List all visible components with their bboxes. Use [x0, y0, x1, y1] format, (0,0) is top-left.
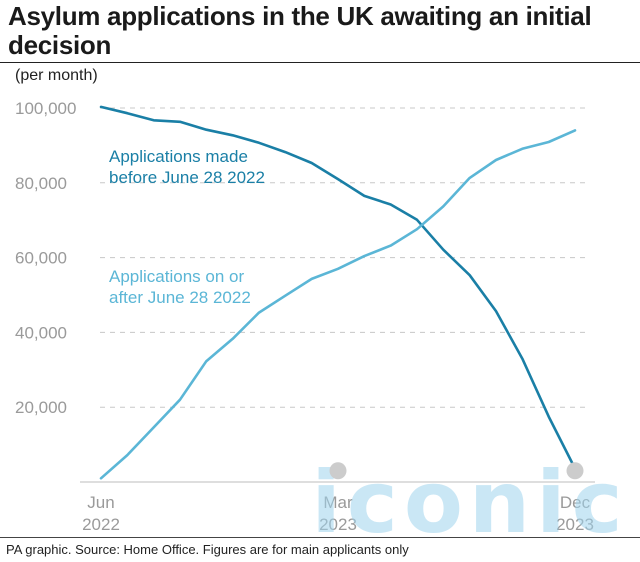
data-point: [388, 202, 393, 207]
y-tick-label: 100,000: [15, 99, 76, 118]
series-label: Applications made: [109, 147, 248, 166]
x-tick-label: Dec: [560, 493, 591, 512]
series-line-1: [99, 105, 577, 470]
data-point: [178, 397, 183, 402]
title-divider: [0, 62, 640, 63]
y-tick-label: 60,000: [15, 249, 67, 268]
data-point: [151, 118, 156, 123]
data-point: [520, 146, 525, 151]
x-tick-label: 2023: [556, 515, 594, 534]
data-point: [362, 254, 367, 259]
x-tick-labels: Jun 2022 Mar 2023 Dec 2023: [82, 493, 594, 534]
data-point: [415, 217, 420, 222]
data-point: [230, 336, 235, 341]
data-point: [204, 359, 209, 364]
data-point: [257, 140, 262, 145]
data-point: [336, 177, 341, 182]
x-tick-label: 2022: [82, 515, 120, 534]
series-line-2: [99, 129, 577, 480]
series-lines: [99, 104, 578, 481]
data-point: [415, 227, 420, 232]
data-point: [494, 309, 499, 314]
data-point: [467, 273, 472, 278]
data-point: [204, 127, 209, 132]
series-label: after June 28 2022: [109, 288, 251, 307]
data-point: [151, 425, 156, 430]
data-point: [283, 293, 288, 298]
data-point: [336, 266, 341, 271]
y-tick-label: 40,000: [15, 323, 67, 342]
data-point: [125, 453, 130, 458]
data-point: [520, 356, 525, 361]
x-tick-label: Jun: [87, 493, 114, 512]
data-point: [125, 111, 130, 116]
data-point: [99, 104, 104, 109]
data-point: [467, 175, 472, 180]
footer-divider: [0, 537, 640, 538]
data-point: [99, 476, 104, 481]
chart-title: Asylum applications in the UK awaiting a…: [8, 1, 592, 60]
data-point: [230, 133, 235, 138]
y-units-label: (per month): [15, 67, 98, 84]
data-point: [362, 193, 367, 198]
series-label: before June 28 2022: [109, 168, 265, 187]
data-point: [309, 160, 314, 165]
data-point: [283, 150, 288, 155]
series-labels: Applications made before June 28 2022 Appl…: [109, 147, 265, 307]
data-point: [546, 414, 551, 419]
data-point: [546, 140, 551, 145]
data-point: [257, 310, 262, 315]
source-note: PA graphic. Source: Home Office. Figures…: [6, 542, 409, 557]
y-tick-label: 20,000: [15, 398, 67, 417]
data-point: [309, 276, 314, 281]
data-point: [441, 247, 446, 252]
line-chart: 100,000 80,000 60,000 40,000 20,000 Jun 2022 M…: [15, 99, 623, 537]
data-point: [388, 243, 393, 248]
data-point: [178, 119, 183, 124]
data-point: [573, 128, 578, 133]
date-marker: [566, 462, 584, 480]
series-label: Applications on or: [109, 267, 244, 286]
date-marker: [329, 462, 347, 480]
data-point: [441, 204, 446, 209]
x-tick-label: 2023: [319, 515, 357, 534]
end-markers: [329, 462, 584, 480]
y-tick-label: 80,000: [15, 174, 67, 193]
data-point: [494, 157, 499, 162]
x-tick-label: Mar: [323, 493, 353, 512]
y-tick-labels: 100,000 80,000 60,000 40,000 20,000: [15, 99, 76, 417]
